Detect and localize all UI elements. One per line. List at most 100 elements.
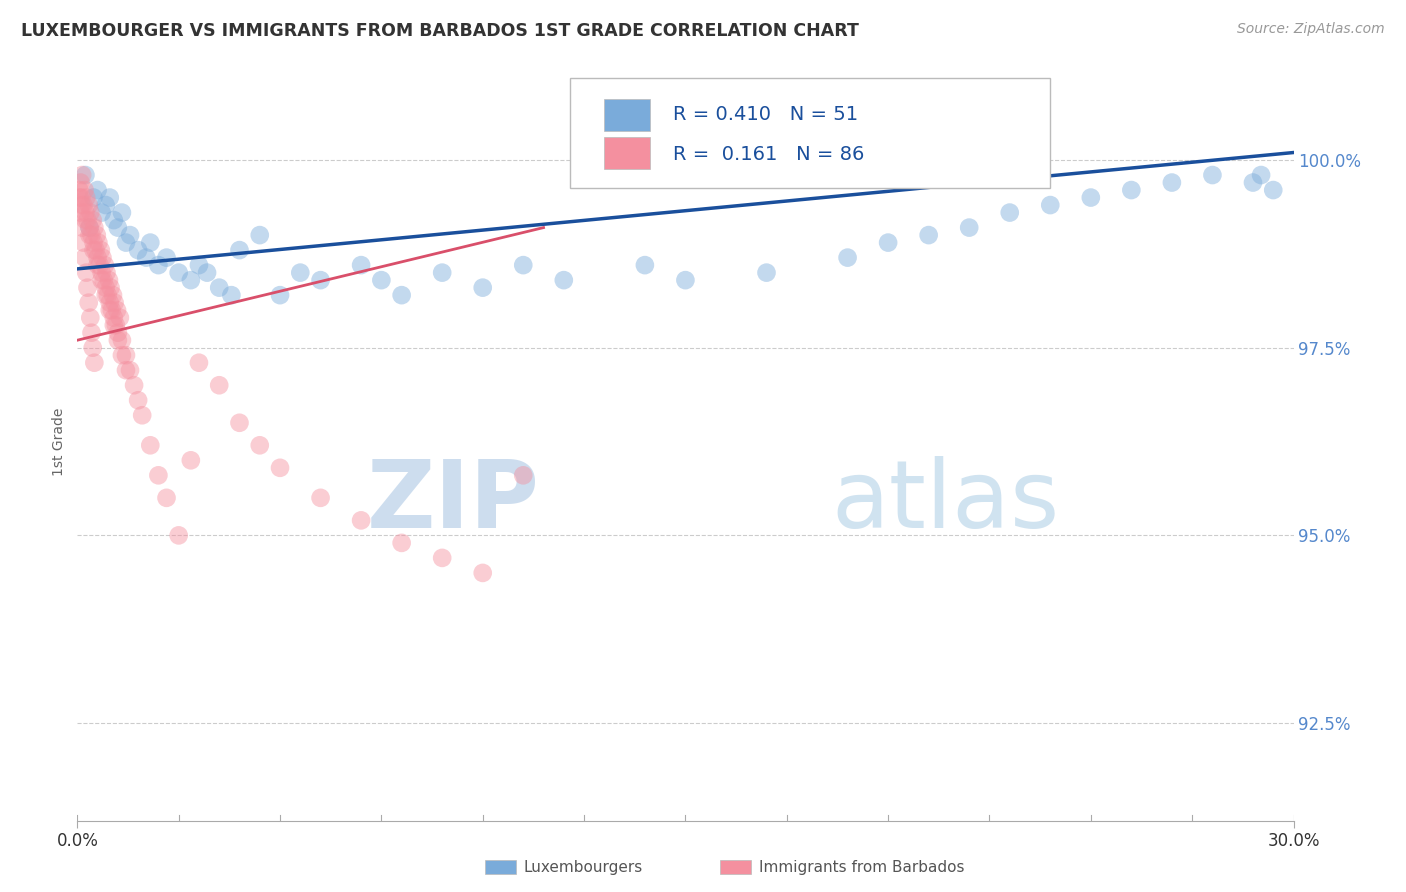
Point <box>512 258 534 272</box>
Point <box>90 266 112 280</box>
Point <box>111 348 134 362</box>
Point <box>94 258 117 272</box>
Point <box>249 438 271 452</box>
Point <box>94 280 117 294</box>
Point <box>72 235 94 250</box>
Point <box>79 220 101 235</box>
Point <box>115 363 138 377</box>
Point <box>94 198 117 212</box>
Point <box>79 228 101 243</box>
Point <box>76 213 98 227</box>
Point <box>918 228 941 243</box>
Point <box>269 460 291 475</box>
Point <box>101 288 124 302</box>
Point <box>105 303 128 318</box>
Point <box>70 190 93 204</box>
Point <box>70 220 93 235</box>
Point <box>111 205 134 219</box>
Point <box>75 266 97 280</box>
Point <box>135 251 157 265</box>
Point <box>634 258 657 272</box>
Point <box>180 453 202 467</box>
Point <box>82 341 104 355</box>
Text: ZIP: ZIP <box>367 456 540 549</box>
Point <box>553 273 575 287</box>
Point <box>83 356 105 370</box>
Point <box>1241 176 1264 190</box>
Point <box>155 251 177 265</box>
Point <box>83 235 105 250</box>
Text: R =  0.161   N = 86: R = 0.161 N = 86 <box>673 145 865 164</box>
Point <box>430 550 453 565</box>
Point <box>115 348 138 362</box>
Point <box>75 168 97 182</box>
Point <box>877 235 900 250</box>
Point <box>167 528 190 542</box>
Point <box>471 280 494 294</box>
Point <box>89 258 111 272</box>
Point <box>86 258 108 272</box>
Point <box>69 176 91 190</box>
Point <box>139 235 162 250</box>
Point <box>167 266 190 280</box>
Point <box>127 243 149 257</box>
FancyBboxPatch shape <box>569 78 1050 187</box>
Point <box>107 333 129 347</box>
Point <box>87 235 110 250</box>
Point <box>83 220 105 235</box>
Bar <box>605 136 650 169</box>
Text: R = 0.410   N = 51: R = 0.410 N = 51 <box>673 105 859 124</box>
Text: Immigrants from Barbados: Immigrants from Barbados <box>759 860 965 874</box>
Point <box>98 295 121 310</box>
Point <box>370 273 392 287</box>
Point <box>115 235 138 250</box>
Point <box>103 213 125 227</box>
Point <box>79 220 101 235</box>
Point <box>290 266 312 280</box>
Point <box>90 273 112 287</box>
Point <box>104 318 127 333</box>
Point <box>1080 190 1102 204</box>
Point <box>148 258 170 272</box>
Point <box>228 243 250 257</box>
Point <box>97 273 120 287</box>
Point <box>998 205 1021 219</box>
Point <box>86 228 108 243</box>
Point <box>98 190 121 204</box>
Point <box>69 205 91 219</box>
Text: Luxembourgers: Luxembourgers <box>523 860 643 874</box>
Point <box>70 168 93 182</box>
Point <box>221 288 243 302</box>
Point <box>1121 183 1143 197</box>
Point <box>148 468 170 483</box>
Point <box>79 310 101 325</box>
Point <box>86 251 108 265</box>
Point <box>97 288 120 302</box>
Point <box>98 303 121 318</box>
Point <box>350 258 373 272</box>
Point <box>1161 176 1184 190</box>
Point <box>430 266 453 280</box>
Point <box>103 310 125 325</box>
Point <box>73 183 96 197</box>
Point <box>139 438 162 452</box>
Point <box>391 288 413 302</box>
Point <box>512 468 534 483</box>
Point <box>104 295 127 310</box>
Point <box>108 310 131 325</box>
Point <box>195 266 218 280</box>
Point <box>228 416 250 430</box>
Point <box>188 258 211 272</box>
Point <box>77 295 100 310</box>
Point <box>67 183 90 197</box>
Point <box>837 251 859 265</box>
Point <box>309 491 332 505</box>
Point <box>107 220 129 235</box>
Point <box>188 356 211 370</box>
Point <box>75 205 97 219</box>
Point <box>1201 168 1223 182</box>
Point <box>70 198 93 212</box>
Point <box>208 280 231 294</box>
Point <box>127 393 149 408</box>
Point <box>83 243 105 257</box>
